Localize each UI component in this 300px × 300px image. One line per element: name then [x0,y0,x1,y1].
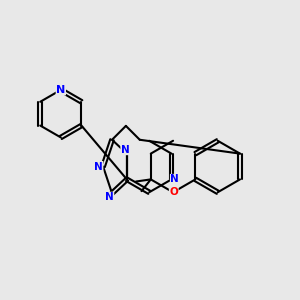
Text: N: N [94,161,103,172]
Text: N: N [121,145,130,155]
Text: N: N [56,85,65,95]
Text: N: N [170,174,179,184]
Text: N: N [105,192,114,202]
Text: O: O [169,187,178,197]
